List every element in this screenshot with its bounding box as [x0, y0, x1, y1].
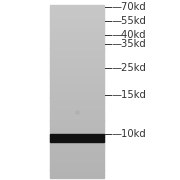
Bar	[50, 37, 104, 40]
Bar	[50, 115, 104, 118]
Text: —10kd: —10kd	[112, 129, 146, 139]
Bar	[50, 161, 104, 164]
Bar	[50, 132, 104, 135]
Bar	[50, 94, 104, 98]
Bar	[50, 46, 104, 49]
Bar	[50, 48, 104, 51]
Bar	[50, 31, 104, 34]
Bar	[50, 155, 104, 158]
Bar	[50, 66, 104, 69]
Bar	[50, 118, 104, 121]
Bar	[50, 71, 104, 75]
Bar	[50, 22, 104, 26]
Text: —15kd: —15kd	[112, 89, 147, 100]
Bar	[50, 103, 104, 106]
Bar	[50, 120, 104, 123]
Text: —40kd: —40kd	[112, 30, 146, 40]
Bar	[50, 89, 104, 92]
Bar	[50, 129, 104, 132]
Bar	[50, 100, 104, 103]
Bar	[50, 143, 104, 147]
Bar	[50, 20, 104, 23]
Bar	[50, 175, 104, 178]
Bar	[50, 63, 104, 66]
Bar	[50, 5, 104, 8]
Bar	[50, 43, 104, 46]
Bar	[50, 106, 104, 109]
Bar	[50, 77, 104, 80]
Bar	[50, 135, 104, 138]
Bar	[50, 134, 104, 142]
Text: —35kd: —35kd	[112, 39, 146, 49]
Text: —70kd: —70kd	[112, 2, 146, 12]
Bar	[50, 146, 104, 149]
Bar	[50, 25, 104, 28]
Bar	[50, 86, 104, 89]
Bar	[50, 74, 104, 77]
Bar	[50, 80, 104, 83]
Bar	[50, 14, 104, 17]
Bar	[50, 149, 104, 152]
Bar	[50, 126, 104, 129]
Bar	[50, 51, 104, 54]
Bar	[50, 138, 104, 141]
Bar	[50, 141, 104, 144]
Bar	[50, 123, 104, 126]
Bar	[50, 166, 104, 170]
Bar	[50, 169, 104, 172]
Bar	[50, 60, 104, 63]
Bar	[50, 92, 104, 95]
Bar	[50, 54, 104, 57]
Bar	[50, 152, 104, 155]
Text: —55kd: —55kd	[112, 16, 147, 26]
Bar	[50, 158, 104, 161]
Bar	[50, 112, 104, 115]
Bar	[50, 172, 104, 175]
Bar	[50, 69, 104, 72]
Bar	[50, 28, 104, 31]
Bar	[50, 97, 104, 100]
Bar	[50, 164, 104, 167]
Text: —25kd: —25kd	[112, 62, 147, 73]
Bar	[50, 40, 104, 43]
Bar	[50, 34, 104, 37]
Bar	[50, 109, 104, 112]
Bar	[50, 57, 104, 60]
Bar	[50, 83, 104, 86]
Bar	[50, 8, 104, 11]
Bar	[50, 17, 104, 20]
Bar	[50, 11, 104, 14]
